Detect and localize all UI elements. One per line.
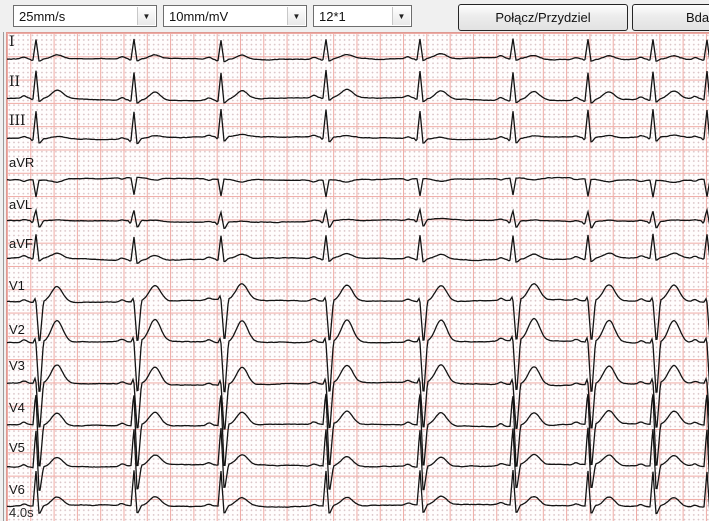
window-edge-line (3, 0, 4, 521)
lead-label-V3: V3 (9, 358, 25, 373)
ecg-trace-III (7, 109, 709, 145)
ecg-trace-V2 (7, 317, 709, 393)
ecg-trace-V5 (7, 427, 709, 491)
speed-select[interactable]: 25mm/s ▼ (13, 5, 157, 27)
lead-label-V6: V6 (9, 482, 25, 497)
chevron-down-icon[interactable]: ▼ (392, 7, 410, 25)
ecg-trace-V6 (7, 470, 709, 515)
ecg-trace-aVF (7, 233, 709, 264)
lead-label-aVF: aVF (9, 236, 33, 251)
layout-select[interactable]: 12*1 ▼ (313, 5, 412, 27)
layout-select-value: 12*1 (319, 8, 346, 24)
speed-select-value: 25mm/s (19, 8, 66, 24)
time-position-label: 4.0s (9, 505, 34, 520)
lead-label-aVL: aVL (9, 197, 33, 212)
lead-label-aVR: aVR (9, 155, 35, 170)
ecg-trace-II (7, 69, 709, 104)
ecg-trace-V1 (7, 283, 709, 342)
ecg-paper[interactable]: 4.0s I II III aVR aVL aVF V1 V2 V3 V4 V5 V6 (6, 32, 709, 521)
lead-label-II: II (9, 74, 21, 90)
ecg-trace-aVR (7, 176, 709, 198)
lead-label-V5: V5 (9, 440, 25, 455)
lead-label-I: I (9, 34, 15, 50)
lead-label-V4: V4 (9, 400, 25, 415)
lead-label-V1: V1 (9, 278, 25, 293)
connect-assign-button[interactable]: Połącz/Przydziel (458, 4, 628, 31)
chevron-down-icon[interactable]: ▼ (287, 7, 305, 25)
study-button[interactable]: Bda (632, 4, 709, 31)
chevron-down-icon[interactable]: ▼ (137, 7, 155, 25)
ecg-trace-aVL (7, 207, 709, 230)
ecg-trace-V3 (7, 364, 709, 430)
ecg-trace-V4 (7, 393, 709, 467)
lead-label-III: III (9, 113, 26, 129)
lead-label-V2: V2 (9, 322, 25, 337)
ecg-traces (7, 38, 709, 515)
gain-select-value: 10mm/mV (169, 8, 229, 24)
gain-select[interactable]: 10mm/mV ▼ (163, 5, 307, 27)
ecg-trace-I (7, 38, 709, 63)
toolbar: 25mm/s ▼ 10mm/mV ▼ 12*1 ▼ Połącz/Przydzi… (0, 0, 709, 32)
